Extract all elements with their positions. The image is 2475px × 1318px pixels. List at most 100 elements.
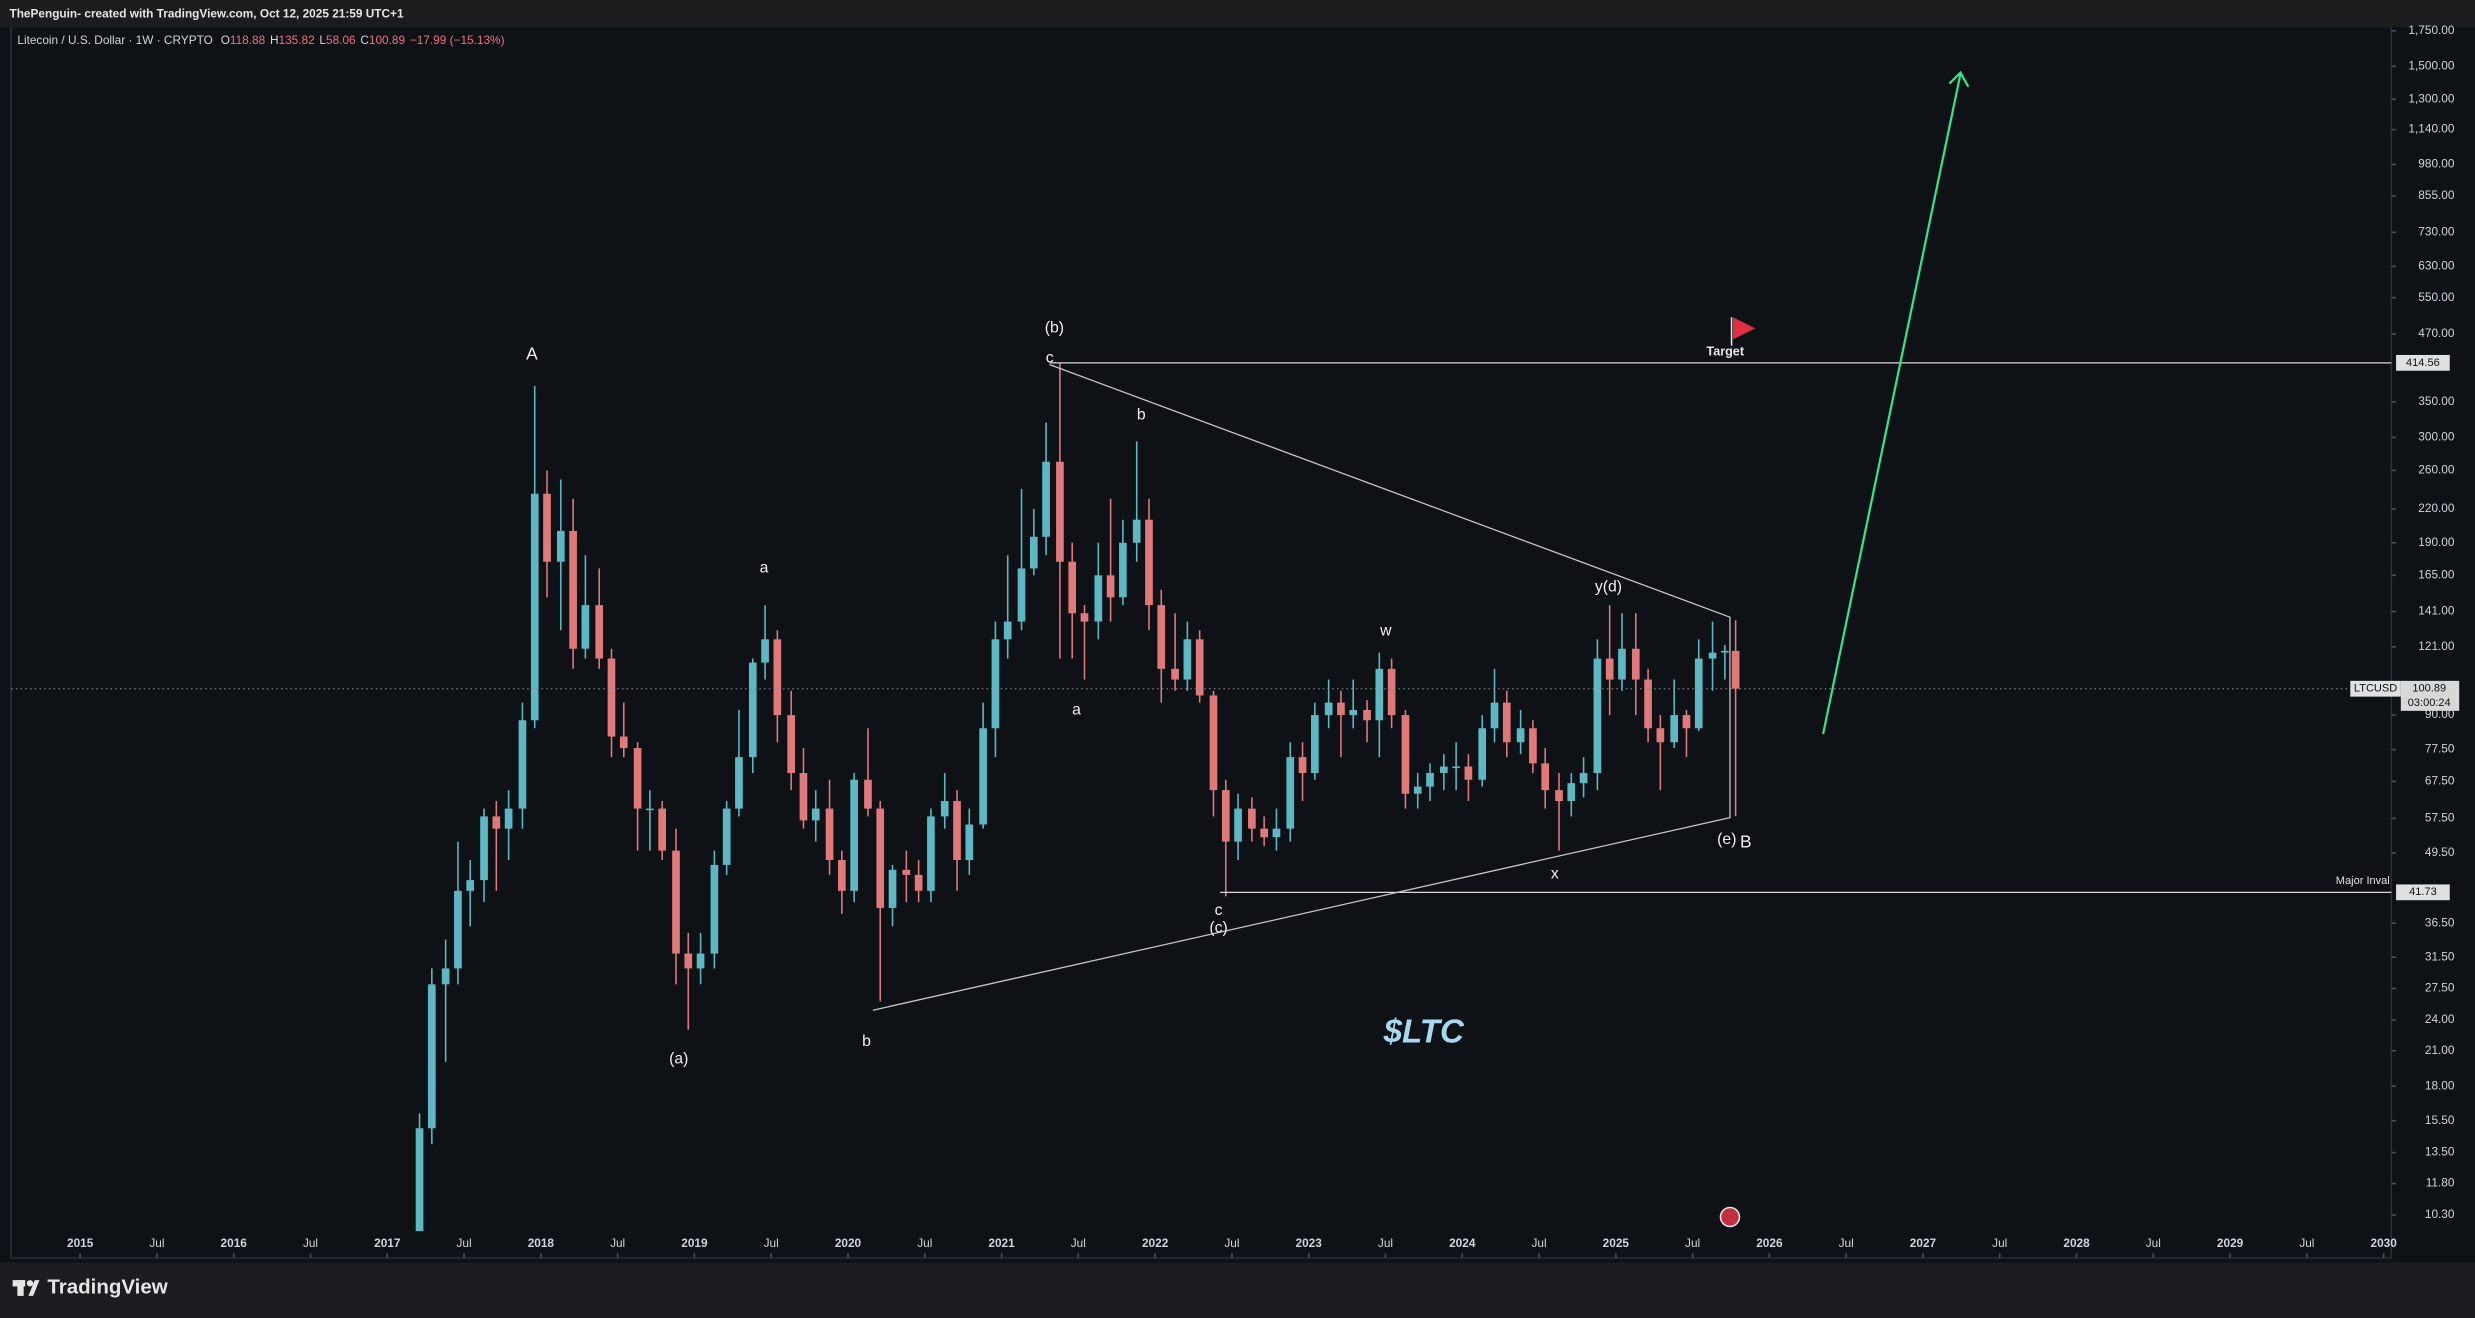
- wave-label: x: [1551, 866, 1559, 883]
- candle-body: [646, 808, 654, 811]
- x-tick-label: Jul: [149, 1236, 164, 1250]
- wave-label: (c): [1209, 919, 1227, 936]
- candle-body: [1426, 773, 1434, 787]
- candle-body: [1248, 808, 1256, 829]
- candle-body: [1439, 766, 1448, 774]
- plot: $LTC: [415, 362, 1740, 1232]
- candle-body: [454, 890, 462, 969]
- candle-body: [850, 779, 858, 891]
- candle-body: [1605, 658, 1614, 680]
- wave-label: b: [1137, 406, 1146, 423]
- candle-body: [1490, 702, 1499, 729]
- y-tick-label: 11.80: [2426, 1176, 2455, 1190]
- x-tick-label: Jul: [610, 1236, 625, 1250]
- candle-body: [1157, 605, 1166, 669]
- y-tick-label: 1,500.00: [2408, 58, 2454, 72]
- candle-body: [1080, 613, 1089, 622]
- wave-label: b: [862, 1033, 871, 1050]
- candle-body: [799, 773, 808, 821]
- candle-body: [1375, 668, 1384, 721]
- candle-body: [1183, 639, 1192, 680]
- y-tick-label: 630.00: [2418, 258, 2455, 272]
- candle-body: [1555, 790, 1563, 802]
- candle-body: [811, 808, 820, 821]
- x-tick-label: Jul: [764, 1236, 779, 1250]
- quote-value: 100.89: [369, 33, 406, 47]
- wave-label: w: [1379, 623, 1392, 640]
- candle-body: [876, 808, 885, 908]
- candle-body: [1260, 828, 1268, 838]
- candle-body: [825, 808, 834, 861]
- candle-body: [1132, 519, 1141, 543]
- candle-body: [1056, 461, 1064, 562]
- candle-body: [1209, 695, 1218, 791]
- countdown: 03:00:24: [2408, 697, 2451, 709]
- candle-body: [1171, 668, 1179, 680]
- wave-label: (b): [1045, 319, 1064, 336]
- arrow-head: [1948, 70, 1970, 88]
- event-icon: [1719, 1206, 1741, 1228]
- candle-body: [581, 605, 590, 649]
- candle-body: [888, 869, 897, 908]
- x-tick-label: 2015: [67, 1236, 94, 1250]
- candle-body: [1221, 790, 1230, 842]
- wave-label: (e): [1717, 831, 1736, 848]
- candle-body: [492, 816, 501, 829]
- candle-body: [633, 748, 642, 809]
- candle-body: [1272, 828, 1281, 838]
- candle-body: [787, 715, 796, 774]
- candle-body: [1234, 808, 1242, 842]
- wave-label: c: [1215, 902, 1223, 919]
- x-tick-label: Jul: [1531, 1236, 1546, 1250]
- y-tick-label: 730.00: [2418, 225, 2455, 239]
- x-tick-label: Jul: [457, 1236, 472, 1250]
- y-tick-label: 550.00: [2418, 290, 2455, 304]
- candle-body: [607, 658, 616, 737]
- candle-body: [1656, 728, 1665, 743]
- y-tick-label: 300.00: [2418, 430, 2455, 444]
- y-tick-label: 10.30: [2425, 1207, 2455, 1221]
- y-tick-label: 165.00: [2418, 567, 2455, 581]
- candle-body: [927, 816, 935, 891]
- wave-label: y(d): [1595, 578, 1622, 595]
- quote-key: O: [221, 33, 230, 47]
- y-tick-label: 67.50: [2425, 774, 2455, 788]
- x-tick-label: Jul: [2146, 1236, 2161, 1250]
- candle-body: [940, 801, 949, 817]
- candle-body: [1106, 575, 1115, 598]
- quote-key: L: [319, 33, 326, 47]
- brand-logo: [12, 1280, 40, 1296]
- candle-body: [1337, 702, 1345, 716]
- x-tick-label: 2029: [2217, 1236, 2244, 1250]
- candle-body: [569, 530, 577, 649]
- candle-body: [1618, 648, 1626, 680]
- x-tick-label: 2028: [2063, 1236, 2090, 1250]
- candle-body: [684, 953, 693, 969]
- x-tick-label: Jul: [2299, 1236, 2314, 1250]
- candle-body: [1593, 658, 1602, 774]
- candle-body: [1363, 710, 1371, 721]
- x-tick-label: Jul: [1839, 1236, 1854, 1250]
- candle-body: [1516, 728, 1525, 743]
- y-tick-label: 220.00: [2418, 501, 2455, 515]
- candle-body: [658, 808, 667, 851]
- y-tick-label: 470.00: [2418, 326, 2455, 340]
- last-price-tag: [2400, 680, 2460, 711]
- x-tick-label: 2019: [681, 1236, 708, 1250]
- wave-label: a: [1072, 701, 1081, 718]
- candle-body: [1682, 715, 1691, 729]
- y-tick-label: 21.00: [2425, 1043, 2455, 1057]
- x-tick-label: 2017: [374, 1236, 401, 1250]
- candle-body: [748, 662, 757, 758]
- candle-body: [1413, 786, 1422, 794]
- y-tick-label: 24.00: [2425, 1012, 2455, 1026]
- candle-body: [595, 605, 604, 659]
- candle-body: [1324, 702, 1333, 716]
- x-tick-label: Jul: [1071, 1236, 1086, 1250]
- candle-body: [1401, 715, 1410, 794]
- x-tick-label: 2030: [2370, 1236, 2397, 1250]
- candle-body: [1708, 652, 1717, 659]
- candle-body: [1195, 639, 1204, 696]
- candle-body: [1731, 650, 1740, 689]
